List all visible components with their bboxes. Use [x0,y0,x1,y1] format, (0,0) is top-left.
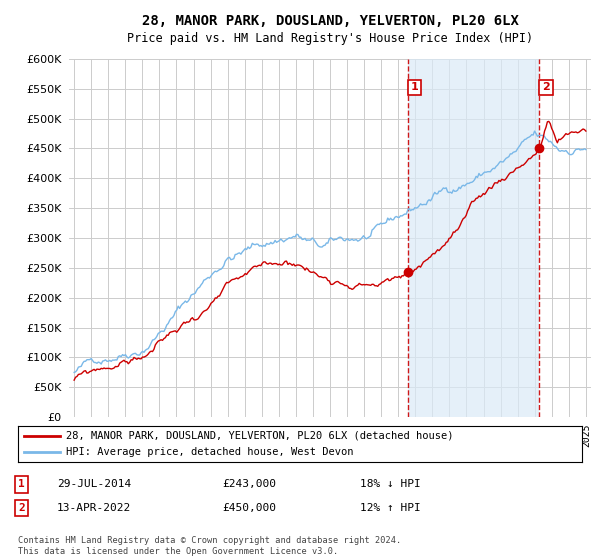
Text: HPI: Average price, detached house, West Devon: HPI: Average price, detached house, West… [66,447,353,457]
Text: 1: 1 [18,479,25,489]
Text: 12% ↑ HPI: 12% ↑ HPI [360,503,421,513]
Text: 29-JUL-2014: 29-JUL-2014 [57,479,131,489]
Text: Contains HM Land Registry data © Crown copyright and database right 2024.
This d: Contains HM Land Registry data © Crown c… [18,536,401,556]
Text: Price paid vs. HM Land Registry's House Price Index (HPI): Price paid vs. HM Land Registry's House … [127,32,533,45]
Text: 28, MANOR PARK, DOUSLAND, YELVERTON, PL20 6LX: 28, MANOR PARK, DOUSLAND, YELVERTON, PL2… [142,14,518,28]
Text: £450,000: £450,000 [222,503,276,513]
Text: £243,000: £243,000 [222,479,276,489]
Text: 2: 2 [18,503,25,513]
Text: 1: 1 [410,82,418,92]
Text: 13-APR-2022: 13-APR-2022 [57,503,131,513]
Bar [408,59,539,417]
Text: 2: 2 [542,82,550,92]
Text: 28, MANOR PARK, DOUSLAND, YELVERTON, PL20 6LX (detached house): 28, MANOR PARK, DOUSLAND, YELVERTON, PL2… [66,431,454,441]
Text: 18% ↓ HPI: 18% ↓ HPI [360,479,421,489]
